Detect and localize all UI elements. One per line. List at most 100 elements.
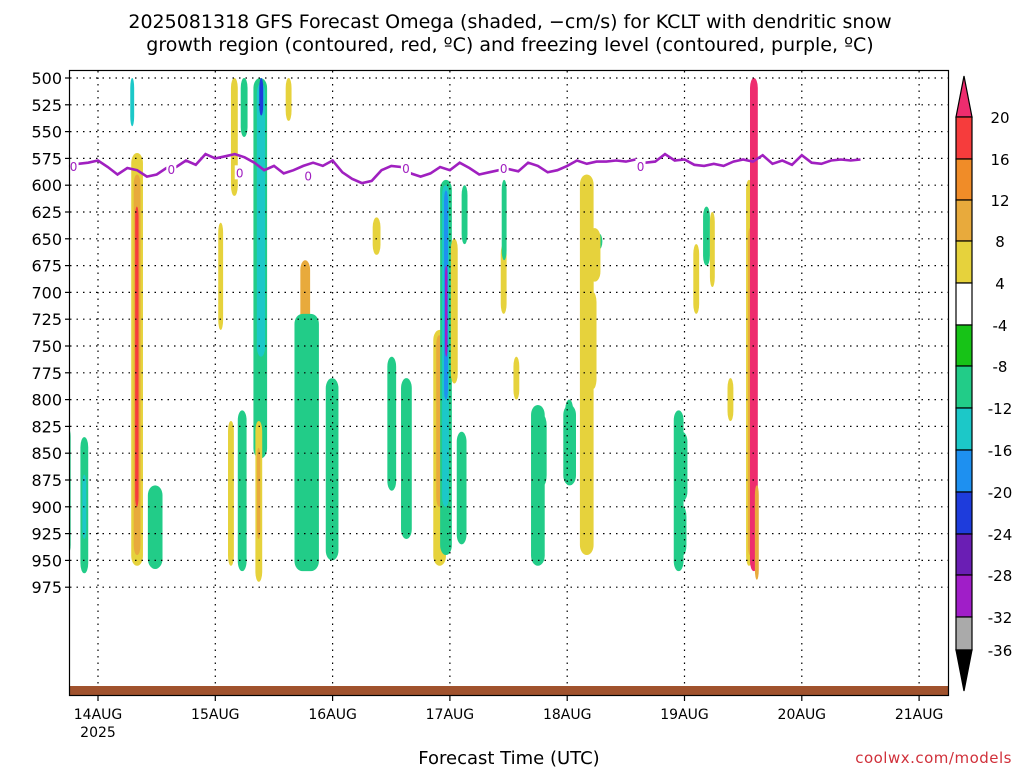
omega-region-17 [256,447,261,539]
colorbar-swatch [955,407,973,451]
y-tick-label: 550 [31,123,62,142]
colorbar-label: 16 [990,151,1009,169]
y-tick-label: 775 [31,364,62,383]
y-tick-label: 975 [31,578,62,597]
colorbar-swatch [955,491,973,535]
colorbar-label: 4 [995,275,1005,293]
omega-region-14 [228,421,234,566]
freezing-level-line [68,152,861,185]
colorbar-label: -16 [988,442,1013,460]
omega-region-30 [445,265,448,357]
y-tick-label: 600 [31,176,62,195]
freezing-level-label: 0 [402,162,410,176]
freezing-level-label: 0 [500,162,508,176]
colorbar-label: -20 [988,484,1013,502]
y-tick-label: 950 [31,551,62,570]
freezing-label-bg [166,162,177,177]
credit-text: coolwx.com/models [855,749,1012,767]
omega-region-13 [218,222,224,330]
y-tick-label: 850 [31,444,62,463]
omega-region-33 [461,185,468,245]
colorbar-swatch [955,449,973,493]
omega-region-32 [456,431,467,545]
omega-region-23 [387,356,397,491]
colorbar: 20 16 12 8 4 -4 -8 -12 -16 -20 -24 -28 -32 -36 [955,75,1013,692]
x-tick-label: 20AUG [778,707,827,723]
ground-band [70,686,948,695]
omega-region-52 [727,378,734,422]
omega-region-3 [130,78,135,127]
colorbar-label: -36 [988,642,1013,660]
colorbar-swatch [955,282,973,326]
colorbar-swatch [955,365,973,409]
omega-region-50 [703,206,710,266]
x-tick-label: 17AUG [426,707,475,723]
x-tick-label: 16AUG [308,707,357,723]
colorbar-label: 20 [990,109,1009,127]
y-tick-label: 925 [31,525,62,544]
freezing-label-bg [498,161,509,176]
y-tick-label: 650 [31,230,62,249]
omega-region-31 [450,238,458,384]
y-tick-label: 675 [31,257,62,276]
omega-region-36 [513,356,520,400]
omega-region-48 [679,506,687,556]
colorbar-label: -28 [988,567,1013,585]
colorbar-label: 8 [995,233,1005,251]
grid-lines [70,71,948,695]
freezing-level-label: 0 [637,160,645,174]
omega-region-7 [147,485,163,569]
x-axis-ticks: 14AUG 2025 15AUG 16AUG 17AUG 18AUG 19AUG 20AUG 2… [74,695,944,741]
colorbar-swatch [955,616,973,651]
omega-region-2 [135,206,139,507]
colorbar-label: -8 [993,358,1008,376]
omega-region-20 [294,313,319,572]
plot-frame [68,69,950,697]
freezing-level-label: 0 [70,160,78,174]
colorbar-swatch [955,533,973,576]
omega-region-10 [256,83,266,357]
freezing-level-label: 0 [236,166,244,180]
y-tick-label: 875 [31,471,62,490]
omega-region-51 [709,212,715,288]
omega-region-35 [501,179,507,261]
colorbar-swatch [955,199,973,242]
omega-region-45 [588,228,601,282]
omega-region-34 [500,244,507,314]
y-tick-label: 525 [31,96,62,115]
colorbar-label: 12 [990,192,1009,210]
omega-region-55 [749,78,758,572]
y-axis-ticks: 500 525 550 575 600 625 650 675 700 725 750 775 800 8… [31,69,70,597]
y-tick-label: 750 [31,337,62,356]
colorbar-bottom-arrow [955,649,973,692]
colorbar-swatch [955,574,973,618]
colorbar-top-arrow [955,75,973,118]
colorbar-swatch [955,240,973,284]
omega-region-49 [693,244,700,314]
omega-region-12 [240,78,248,137]
y-tick-label: 725 [31,310,62,329]
omega-region-6 [70,430,71,551]
x-tick-label: 19AUG [660,707,709,723]
omega-shading-layer [70,78,759,582]
freezing-label-bg [635,158,646,173]
colorbar-swatch [955,116,973,160]
chart-title-line-2: growth region (contoured, red, ºC) and f… [146,34,873,56]
colorbar-swatch [955,158,973,201]
colorbar-label: -4 [993,317,1008,335]
x-tick-label: 21AUG [895,707,944,723]
x-tick-label: 18AUG [543,707,592,723]
freezing-level-contour: 0 0 0 0 0 0 0 [68,152,861,185]
omega-region-47 [676,431,688,502]
omega-region-42 [565,399,574,475]
colorbar-label: -32 [988,609,1013,627]
y-tick-label: 575 [31,149,62,168]
omega-region-15 [237,410,247,572]
freezing-level-label: 0 [304,170,312,184]
y-tick-label: 700 [31,283,62,302]
freezing-level-label: 0 [167,163,175,177]
ground-surface [70,686,948,695]
x-tick-year: 2025 [80,725,116,741]
colorbar-label: -24 [988,526,1013,544]
omega-region-11 [259,78,264,116]
